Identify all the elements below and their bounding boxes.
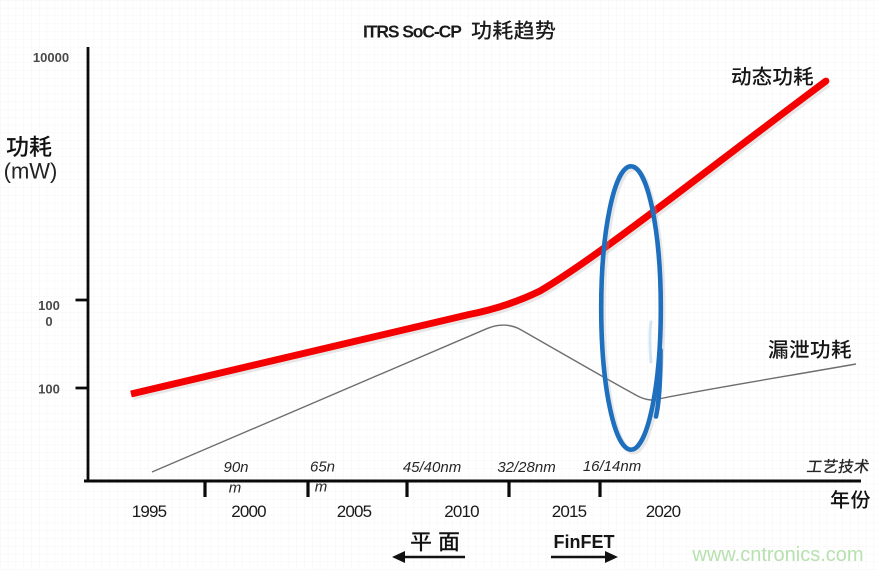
svg-text:2005: 2005 xyxy=(337,502,372,521)
svg-text:0: 0 xyxy=(45,314,52,329)
svg-text:m: m xyxy=(229,480,242,497)
svg-text:2015: 2015 xyxy=(552,502,587,521)
svg-text:100: 100 xyxy=(38,382,60,397)
svg-text:2020: 2020 xyxy=(646,502,681,521)
svg-text:1995: 1995 xyxy=(132,502,167,521)
svg-text:www.cntronics.com: www.cntronics.com xyxy=(691,544,863,566)
svg-text:10000: 10000 xyxy=(33,50,69,65)
svg-text:45/40nm: 45/40nm xyxy=(403,459,461,476)
svg-text:m: m xyxy=(315,479,328,496)
svg-text:90n: 90n xyxy=(223,459,248,476)
svg-text:(mW): (mW) xyxy=(4,159,58,184)
svg-text:ITRS SoC-CP: ITRS SoC-CP xyxy=(363,22,462,42)
svg-text:65n: 65n xyxy=(310,459,335,476)
svg-text:16/14nm: 16/14nm xyxy=(583,458,641,475)
svg-text:100: 100 xyxy=(38,298,60,313)
svg-text:2010: 2010 xyxy=(444,502,479,521)
svg-text:32/28nm: 32/28nm xyxy=(497,459,555,476)
svg-text:FinFET: FinFET xyxy=(554,532,615,552)
svg-text:2000: 2000 xyxy=(231,502,266,521)
